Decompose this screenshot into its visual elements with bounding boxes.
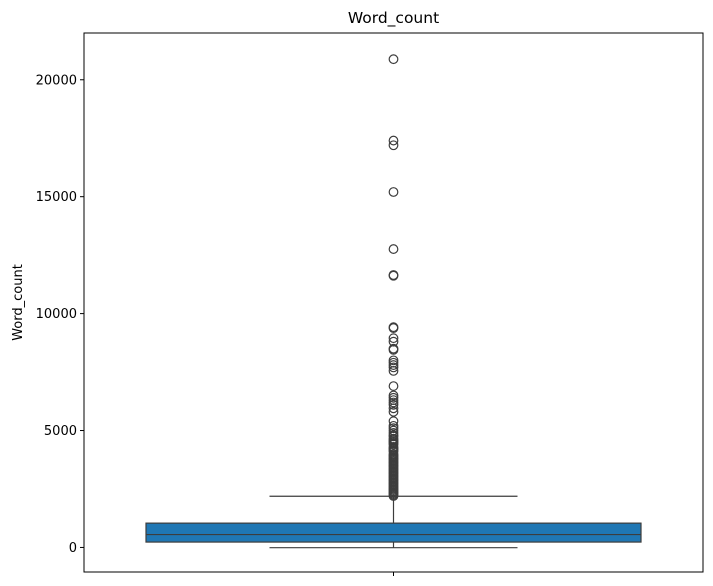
outlier-point — [388, 244, 399, 254]
outlier-point — [388, 140, 399, 151]
outlier-point — [388, 187, 399, 197]
outlier-point — [388, 270, 399, 281]
outlier-point — [388, 333, 399, 344]
outlier-point — [388, 323, 399, 334]
y-tick-label: 20000 — [36, 73, 77, 88]
chart-title: Word_count — [348, 9, 439, 28]
iqr-box — [145, 522, 642, 543]
plot-area — [145, 54, 642, 549]
y-axis-label: Word_count — [11, 264, 26, 341]
plot-frame — [83, 32, 704, 573]
outlier-point — [388, 362, 399, 373]
outlier-point — [388, 406, 399, 417]
outlier-point — [388, 399, 399, 410]
outlier-point — [388, 491, 399, 501]
outlier-point — [388, 416, 399, 427]
outlier-point — [388, 135, 399, 146]
y-tick-label: 15000 — [36, 190, 77, 205]
outlier-point — [388, 344, 399, 355]
outlier-point — [388, 54, 399, 65]
y-tick-label: 10000 — [36, 307, 77, 322]
y-axis-ticks: 0 5000 10000 15000 20000 — [36, 73, 84, 556]
y-tick-label: 0 — [69, 541, 77, 556]
outlier-point — [388, 403, 399, 414]
outlier-point — [388, 381, 399, 391]
y-tick-label: 5000 — [44, 424, 77, 439]
outlier-point — [388, 365, 399, 376]
